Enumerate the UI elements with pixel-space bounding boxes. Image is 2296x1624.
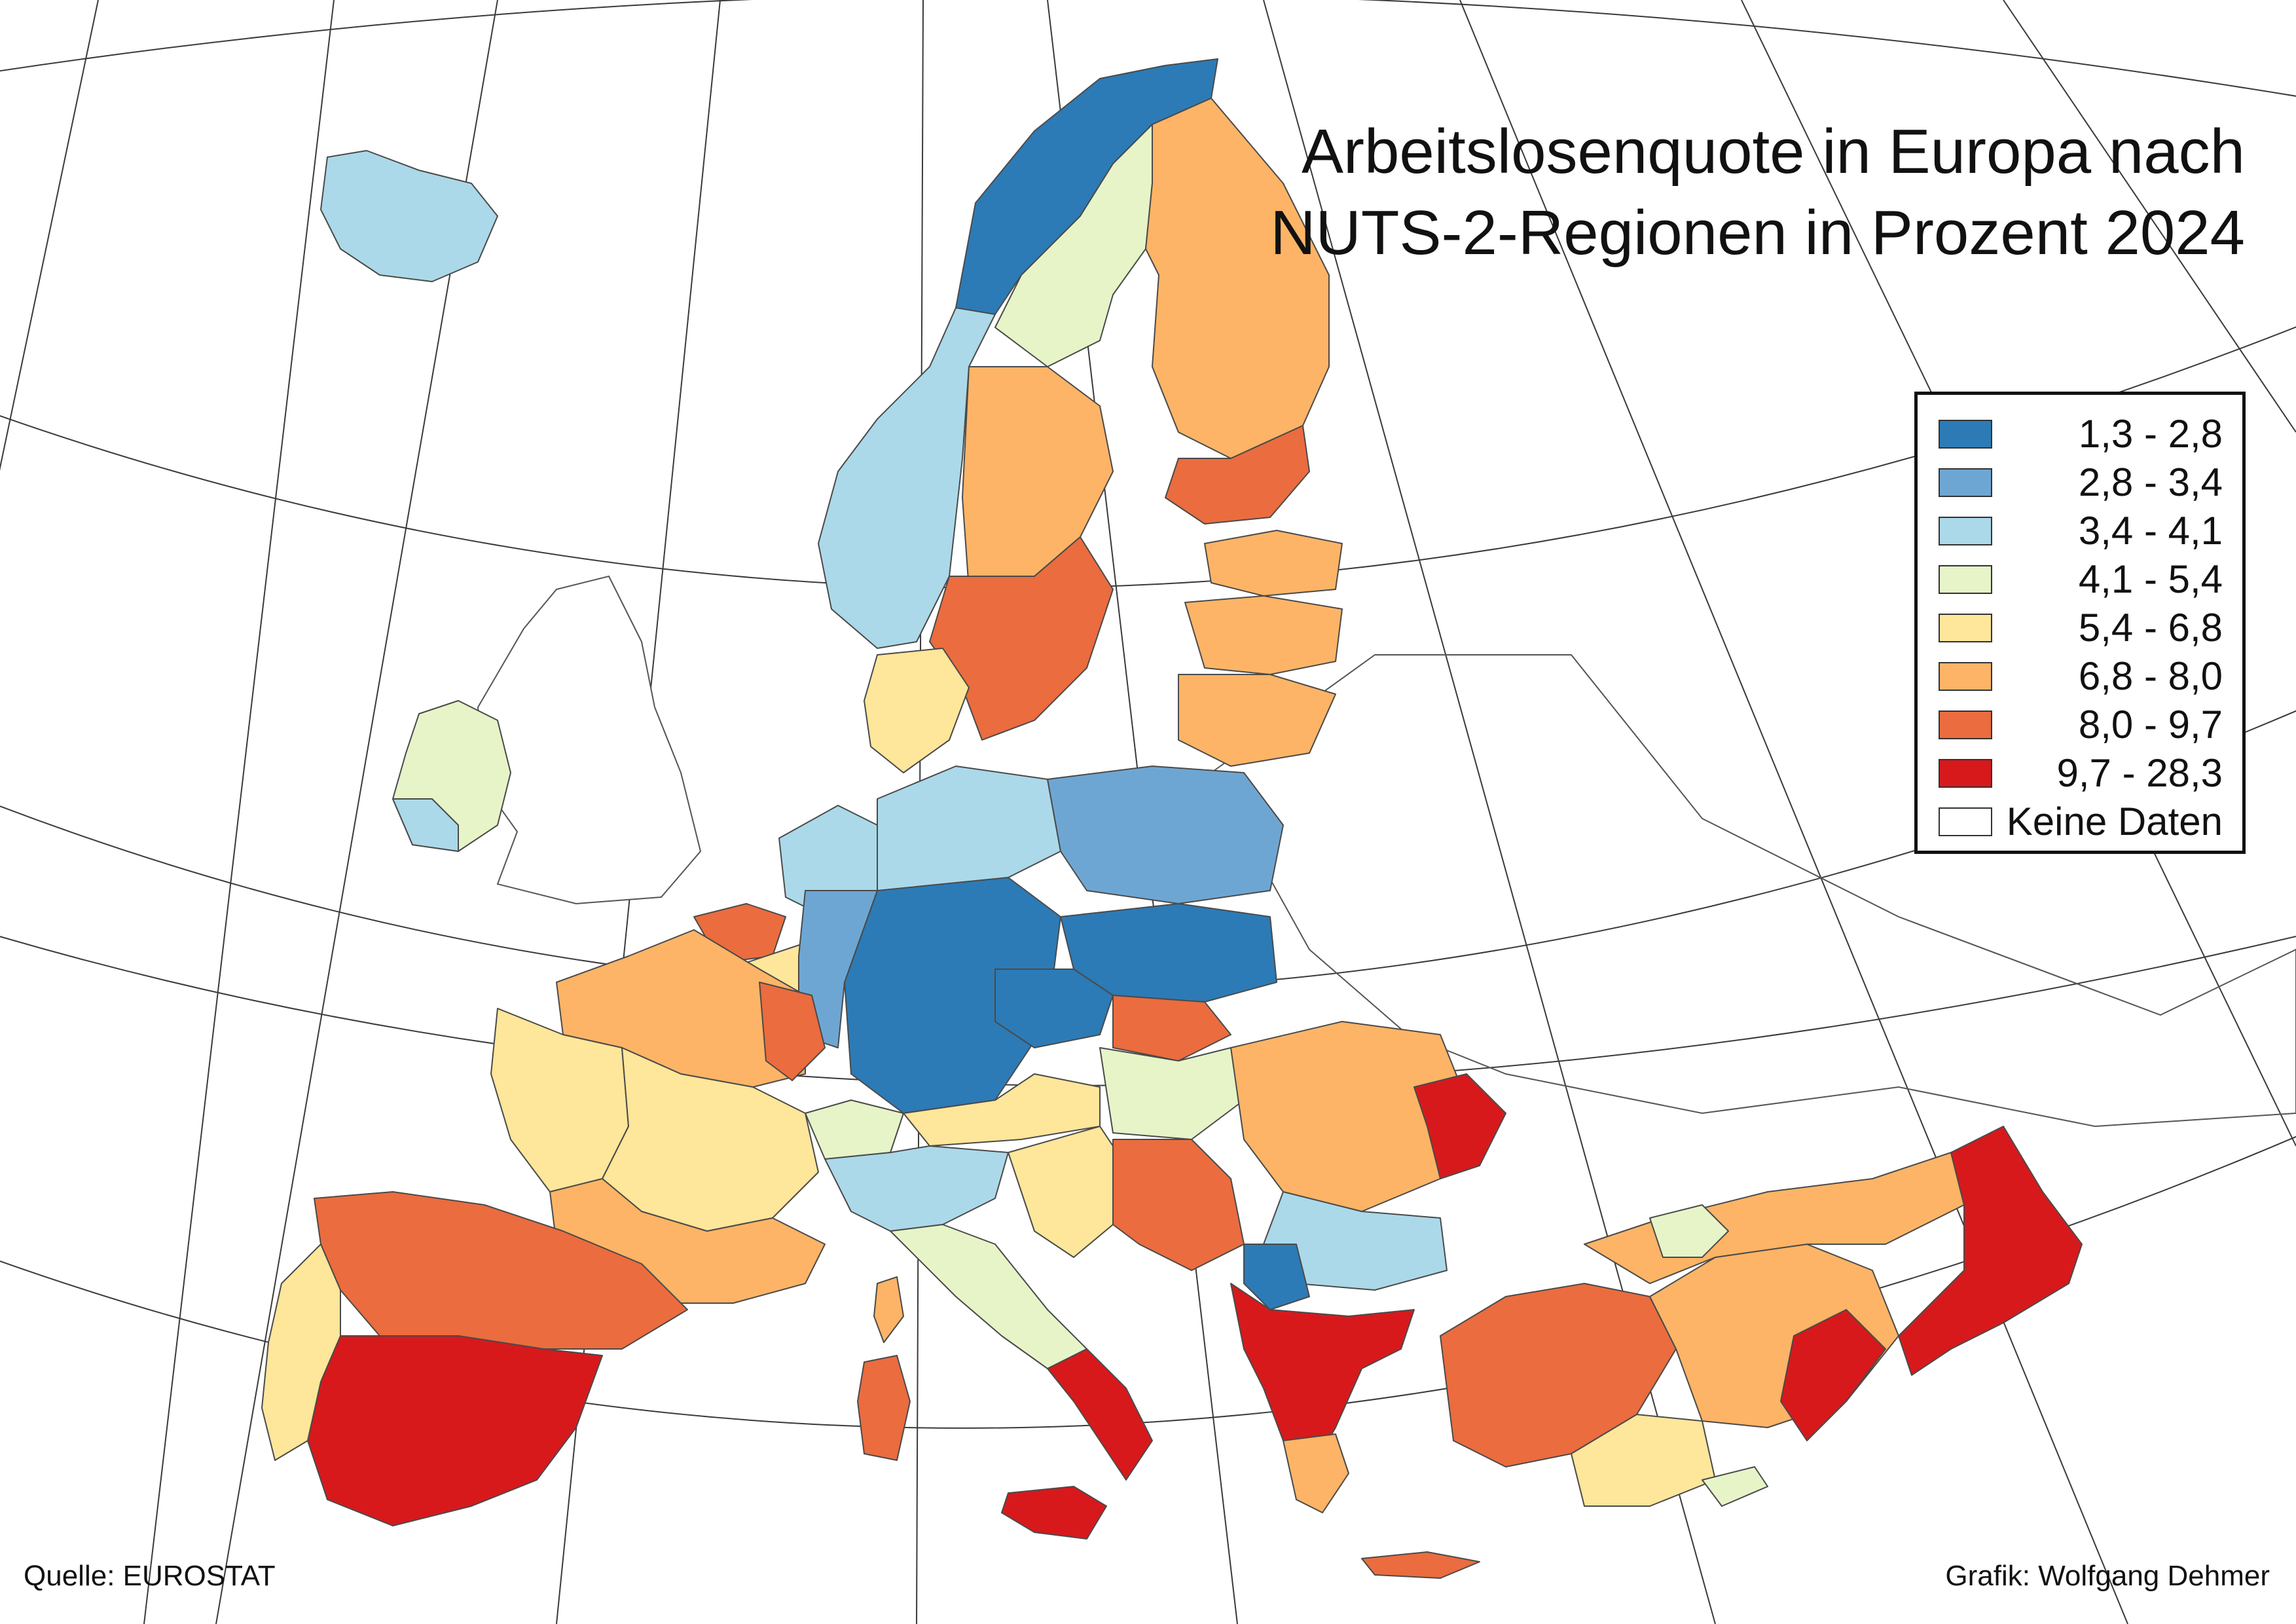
austria	[903, 1073, 1101, 1147]
hungary	[1099, 1047, 1245, 1140]
lithuania	[1178, 674, 1336, 767]
legend-swatch	[1939, 468, 1992, 497]
legend-swatch	[1939, 517, 1992, 545]
moldova-east	[1413, 1073, 1506, 1179]
turkey-east	[1898, 1126, 2083, 1376]
greece	[1230, 1283, 1415, 1474]
legend-label: 2,8 - 3,4	[2078, 460, 2223, 504]
cyprus	[1702, 1466, 1768, 1507]
source-note: Quelle: EUROSTAT	[24, 1560, 276, 1592]
sicily	[1001, 1486, 1107, 1540]
slovenia-croatia	[1008, 1126, 1127, 1258]
turkey-west	[1440, 1283, 1677, 1467]
denmark	[864, 648, 970, 773]
legend-label: Keine Daten	[2006, 800, 2223, 843]
legend-swatch	[1939, 662, 1992, 691]
france-east	[759, 982, 826, 1081]
legend-item-5: 5,4 - 6,8	[1918, 602, 2242, 650]
legend-swatch	[1939, 710, 1992, 739]
sweden-north	[994, 124, 1153, 367]
peloponnese	[1283, 1433, 1349, 1513]
corsica	[873, 1276, 904, 1343]
italy-south	[1047, 1348, 1153, 1481]
legend-label: 8,0 - 9,7	[2078, 703, 2223, 747]
sardinia	[857, 1355, 911, 1461]
legend-label: 5,4 - 6,8	[2078, 606, 2223, 650]
italy-north	[824, 1145, 1009, 1232]
legend-item-1: 1,3 - 2,8	[1918, 408, 2242, 456]
legend-item-9: Keine Daten	[1918, 796, 2242, 844]
legend-item-3: 3,4 - 4,1	[1918, 505, 2242, 553]
north-macedonia	[1243, 1244, 1310, 1310]
legend-swatch	[1939, 614, 1992, 642]
estonia	[1204, 530, 1343, 597]
legend-item-7: 8,0 - 9,7	[1918, 699, 2242, 747]
poland-north	[1047, 766, 1284, 904]
legend-label: 1,3 - 2,8	[2078, 412, 2223, 456]
map-title-line1: Arbeitslosenquote in Europa nach	[1302, 117, 2245, 187]
legend-label: 9,7 - 28,3	[2056, 751, 2223, 795]
legend-item-6: 6,8 - 8,0	[1918, 650, 2242, 699]
portugal	[261, 1244, 341, 1461]
germany-north	[877, 766, 1061, 891]
legend: 1,3 - 2,8 2,8 - 3,4 3,4 - 4,1 4,1 - 5,4 …	[1914, 392, 2246, 854]
legend-item-4: 4,1 - 5,4	[1918, 553, 2242, 602]
switzerland	[805, 1099, 904, 1160]
credit-note: Grafik: Wolfgang Dehmer	[1945, 1560, 2270, 1592]
legend-item-8: 9,7 - 28,3	[1918, 747, 2242, 796]
legend-label: 3,4 - 4,1	[2078, 509, 2223, 553]
legend-label: 4,1 - 5,4	[2078, 557, 2223, 601]
legend-label: 6,8 - 8,0	[2078, 654, 2223, 698]
legend-swatch	[1939, 759, 1992, 788]
czechia	[994, 969, 1114, 1048]
legend-swatch	[1939, 807, 1992, 836]
legend-swatch	[1939, 420, 1992, 449]
legend-item-2: 2,8 - 3,4	[1918, 456, 2242, 505]
ireland-south	[392, 798, 459, 852]
crete	[1361, 1551, 1480, 1579]
germany-west	[798, 890, 878, 1048]
serbia-bosnia	[1112, 1139, 1245, 1271]
spain-south	[307, 1335, 603, 1526]
iceland	[320, 150, 498, 282]
turkey-northwest	[1649, 1204, 1729, 1258]
slovakia	[1112, 995, 1231, 1061]
finland-south	[1165, 425, 1310, 525]
map-title-line2: NUTS-2-Regionen in Prozent 2024	[1270, 198, 2245, 268]
legend-swatch	[1939, 565, 1992, 594]
latvia	[1184, 595, 1343, 675]
map-title: Arbeitslosenquote in Europa nach NUTS-2-…	[1270, 111, 2245, 274]
turkey-southeast	[1780, 1309, 1886, 1441]
